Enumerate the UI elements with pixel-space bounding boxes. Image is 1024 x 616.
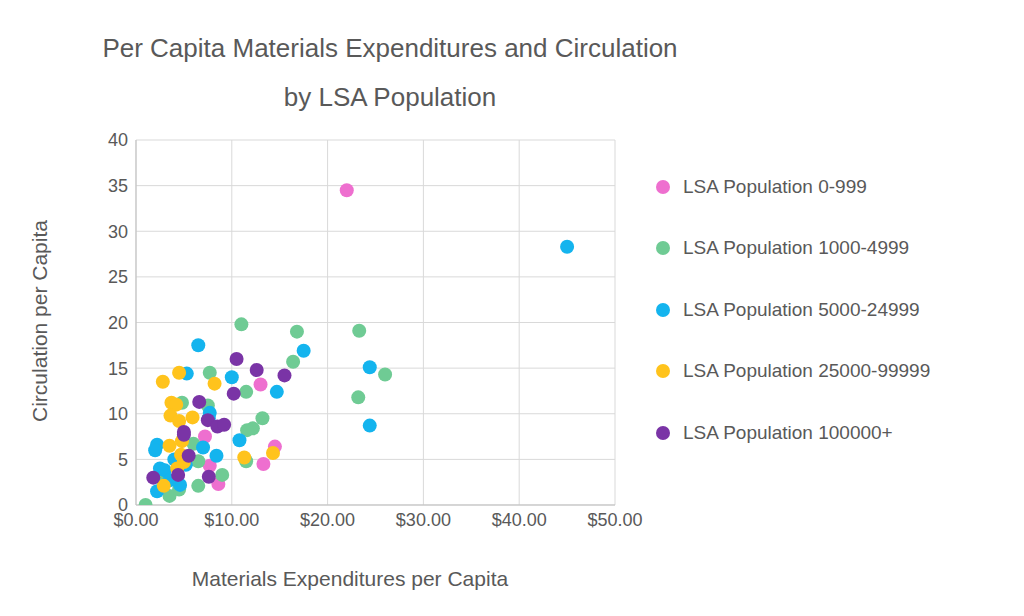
html-text:LSA Population 1000-4999: LSA Population 1000-4999 bbox=[683, 237, 910, 259]
svg-text:$10.00: $10.00 bbox=[204, 510, 259, 530]
svg-text:$50.00: $50.00 bbox=[587, 510, 642, 530]
svg-text:$40.00: $40.00 bbox=[492, 510, 547, 530]
svg-text:35: 35 bbox=[108, 176, 128, 196]
svg-text:$0.00: $0.00 bbox=[113, 509, 159, 530]
svg-text:15: 15 bbox=[108, 359, 128, 379]
svg-text:0: 0 bbox=[118, 495, 128, 515]
html-text:Materials Expenditures per Cap: Materials Expenditures per Capita bbox=[191, 567, 509, 590]
svg-text:20: 20 bbox=[108, 313, 128, 333]
svg-text:$30.00: $30.00 bbox=[396, 510, 451, 530]
svg-text:25: 25 bbox=[108, 267, 128, 287]
svg-text:5: 5 bbox=[118, 450, 128, 470]
svg-text:40: 40 bbox=[108, 130, 128, 150]
svg-text:30: 30 bbox=[108, 222, 128, 242]
html-text:LSA Population 0-999: LSA Population 0-999 bbox=[683, 175, 867, 197]
html-text:LSA Population 25000-99999: LSA Population 25000-99999 bbox=[683, 360, 931, 382]
html-text:LSA Population 5000-24999: LSA Population 5000-24999 bbox=[683, 298, 920, 320]
html-text:Circulation per Capita: Circulation per Capita bbox=[28, 220, 51, 422]
html-text:Per Capita Materials Expenditu: Per Capita Materials Expenditures and Ci… bbox=[102, 33, 678, 112]
svg-text:10: 10 bbox=[108, 404, 128, 424]
svg-text:$20.00: $20.00 bbox=[300, 510, 355, 530]
html-text:LSA Population 100000+: LSA Population 100000+ bbox=[683, 421, 893, 443]
